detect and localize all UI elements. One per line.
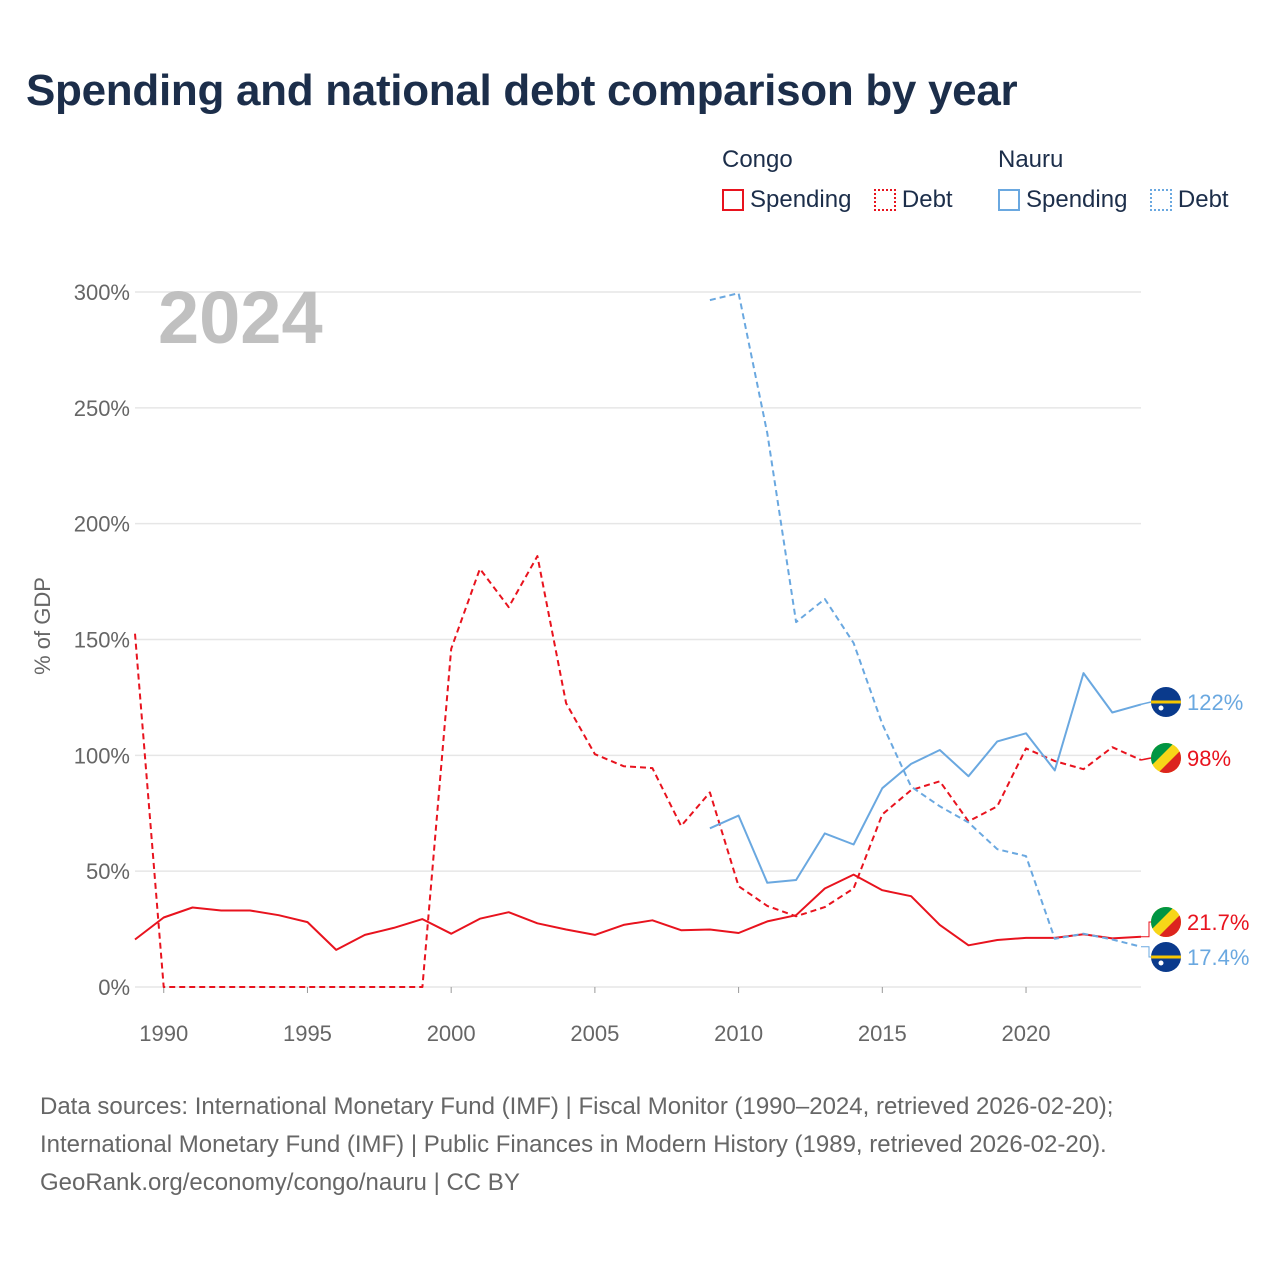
end-value-label: 122% [1187,690,1243,715]
y-tick-label: 150% [74,628,130,653]
legend-item-nauru-debt[interactable]: Debt [1149,186,1229,214]
footer-source-line-2: International Monetary Fund (IMF) | Publ… [40,1131,1107,1158]
year-watermark: 2024 [158,276,323,359]
legend-group-name-nauru: Nauru [998,146,1064,173]
x-tick-label: 2005 [570,1021,619,1046]
legend-swatch-solid-icon [722,189,744,211]
legend-item-congo-spending[interactable]: Spending [722,186,851,214]
legend-item-congo-debt[interactable]: Debt [873,186,953,214]
x-tick-label: 2000 [427,1021,476,1046]
footer-source-line-1: Data sources: International Monetary Fun… [40,1093,1114,1120]
end-value-label: 98% [1187,746,1231,771]
y-axis-ticks: 0% 50% 100% 150% 200% 250% 300% [74,280,130,1000]
end-label-connector [1141,946,1151,958]
y-tick-label: 50% [86,859,130,884]
y-axis-label: % of GDP [30,577,55,675]
end-value-label: 17.4% [1187,945,1249,970]
series-lines [134,292,1142,988]
x-tick-label: 1995 [283,1021,332,1046]
legend-congo: Congo Spending Debt [722,146,971,216]
legend-swatch-dotted-icon [1149,189,1172,211]
nauru-flag-icon [1151,687,1181,717]
legend-label: Spending [750,186,852,213]
end-labels: 122% 98% 21.7% 17.4% [1140,687,1249,972]
y-tick-label: 300% [74,280,130,305]
nauru-flag-icon [1151,942,1181,972]
grid-lines [135,291,1141,988]
legend-swatch-dotted-icon [873,189,896,211]
legend-group-name-congo: Congo [722,146,793,173]
chart-title: Spending and national debt comparison by… [26,66,1018,115]
congo-flag-icon [1151,907,1181,937]
x-tick-label: 2010 [714,1021,763,1046]
legend-nauru: Nauru Spending Debt [998,146,1247,216]
legend-label: Debt [901,186,953,213]
series-line-nauru-debt[interactable] [709,292,1142,948]
end-label-connector [1140,701,1152,706]
legend-label: Spending [1026,186,1128,213]
y-tick-label: 0% [98,975,130,1000]
end-value-label: 21.7% [1187,910,1249,935]
legend-item-nauru-spending[interactable]: Spending [998,186,1127,214]
series-line-congo-spending[interactable] [134,873,1142,951]
footer: Data sources: International Monetary Fun… [40,1088,1113,1202]
x-axis-ticks: 1990 1995 2000 2005 2010 2015 2020 [139,987,1051,1046]
x-tick-label: 2015 [858,1021,907,1046]
x-tick-label: 2020 [1002,1021,1051,1046]
y-tick-label: 100% [74,743,130,768]
x-tick-label: 1990 [139,1021,188,1046]
legend-swatch-solid-icon [998,189,1020,211]
end-label-connector [1140,757,1152,761]
line-chart: 2024 0% 50% 100% 150% 200% 250% 300% 1990 1995 2… [30,276,1249,1046]
series-line-congo-debt[interactable] [134,555,1142,988]
footer-credit-line[interactable]: GeoRank.org/economy/congo/nauru | CC BY [40,1169,520,1196]
legend-label: Debt [1177,186,1229,213]
y-tick-label: 250% [74,396,130,421]
series-line-nauru-spending[interactable] [709,672,1142,884]
y-tick-label: 200% [74,512,130,537]
congo-flag-icon [1151,743,1181,773]
end-label-connector [1141,921,1151,938]
